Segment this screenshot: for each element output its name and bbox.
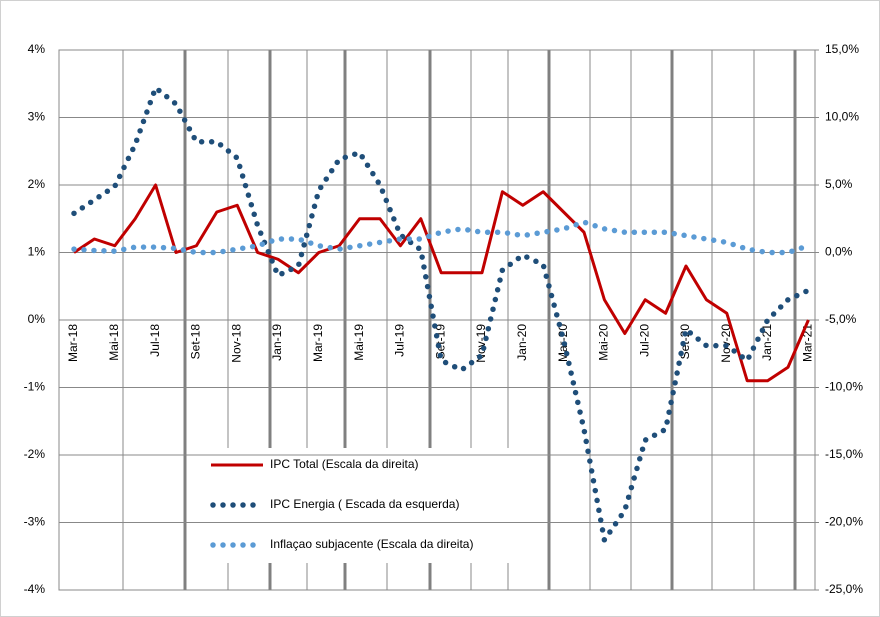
x-tick-label: Set-19 bbox=[433, 324, 447, 360]
legend-label: Inflaçao subjacente (Escala da direita) bbox=[270, 537, 473, 551]
y-tick-label: 2% bbox=[28, 177, 46, 191]
series-line bbox=[71, 219, 812, 256]
series-line bbox=[73, 183, 810, 383]
y-tick-label: 0% bbox=[28, 312, 46, 326]
y-tick-label: 4% bbox=[28, 42, 46, 56]
x-tick-label: Mar-19 bbox=[311, 324, 325, 362]
y-tick-label: 1% bbox=[28, 245, 46, 259]
y2-tick-label: 15,0% bbox=[825, 42, 859, 56]
x-tick-label: Jul-18 bbox=[148, 324, 162, 357]
x-tick-label: Nov-19 bbox=[474, 324, 488, 363]
y2-tick-label: 5,0% bbox=[825, 177, 853, 191]
x-tick-label: Jan-20 bbox=[515, 324, 529, 361]
x-tick-label: Jul-20 bbox=[637, 324, 651, 357]
x-tick-label: Jan-19 bbox=[270, 324, 284, 361]
x-tick-label: Mar-21 bbox=[801, 324, 815, 362]
x-tick-label: Mai-20 bbox=[597, 324, 611, 361]
x-tick-label: Jul-19 bbox=[393, 324, 407, 357]
y-tick-label: -4% bbox=[24, 582, 46, 596]
y2-tick-label: -10,0% bbox=[825, 380, 863, 394]
y-tick-label: -1% bbox=[24, 380, 46, 394]
y2-tick-label: -15,0% bbox=[825, 447, 863, 461]
x-tick-label: Mar-18 bbox=[66, 324, 80, 362]
x-tick-label: Mai-19 bbox=[352, 324, 366, 361]
x-tick-label: Set-18 bbox=[189, 324, 203, 360]
x-tick-label: Mai-18 bbox=[107, 324, 121, 361]
y2-tick-label: 0,0% bbox=[825, 245, 853, 259]
x-tick-label: Jan-21 bbox=[760, 324, 774, 361]
y2-tick-label: -5,0% bbox=[825, 312, 857, 326]
y-tick-label: 3% bbox=[28, 110, 46, 124]
y2-tick-label: -20,0% bbox=[825, 515, 863, 529]
y-tick-label: -2% bbox=[24, 447, 46, 461]
y-tick-label: -3% bbox=[24, 515, 46, 529]
y2-tick-label: -25,0% bbox=[825, 582, 863, 596]
x-tick-label: Nov-18 bbox=[229, 324, 243, 363]
legend-label: IPC Total (Escala da direita) bbox=[270, 457, 419, 471]
legend-label: IPC Energia ( Escada da esquerda) bbox=[270, 497, 459, 511]
y2-tick-label: 10,0% bbox=[825, 110, 859, 124]
